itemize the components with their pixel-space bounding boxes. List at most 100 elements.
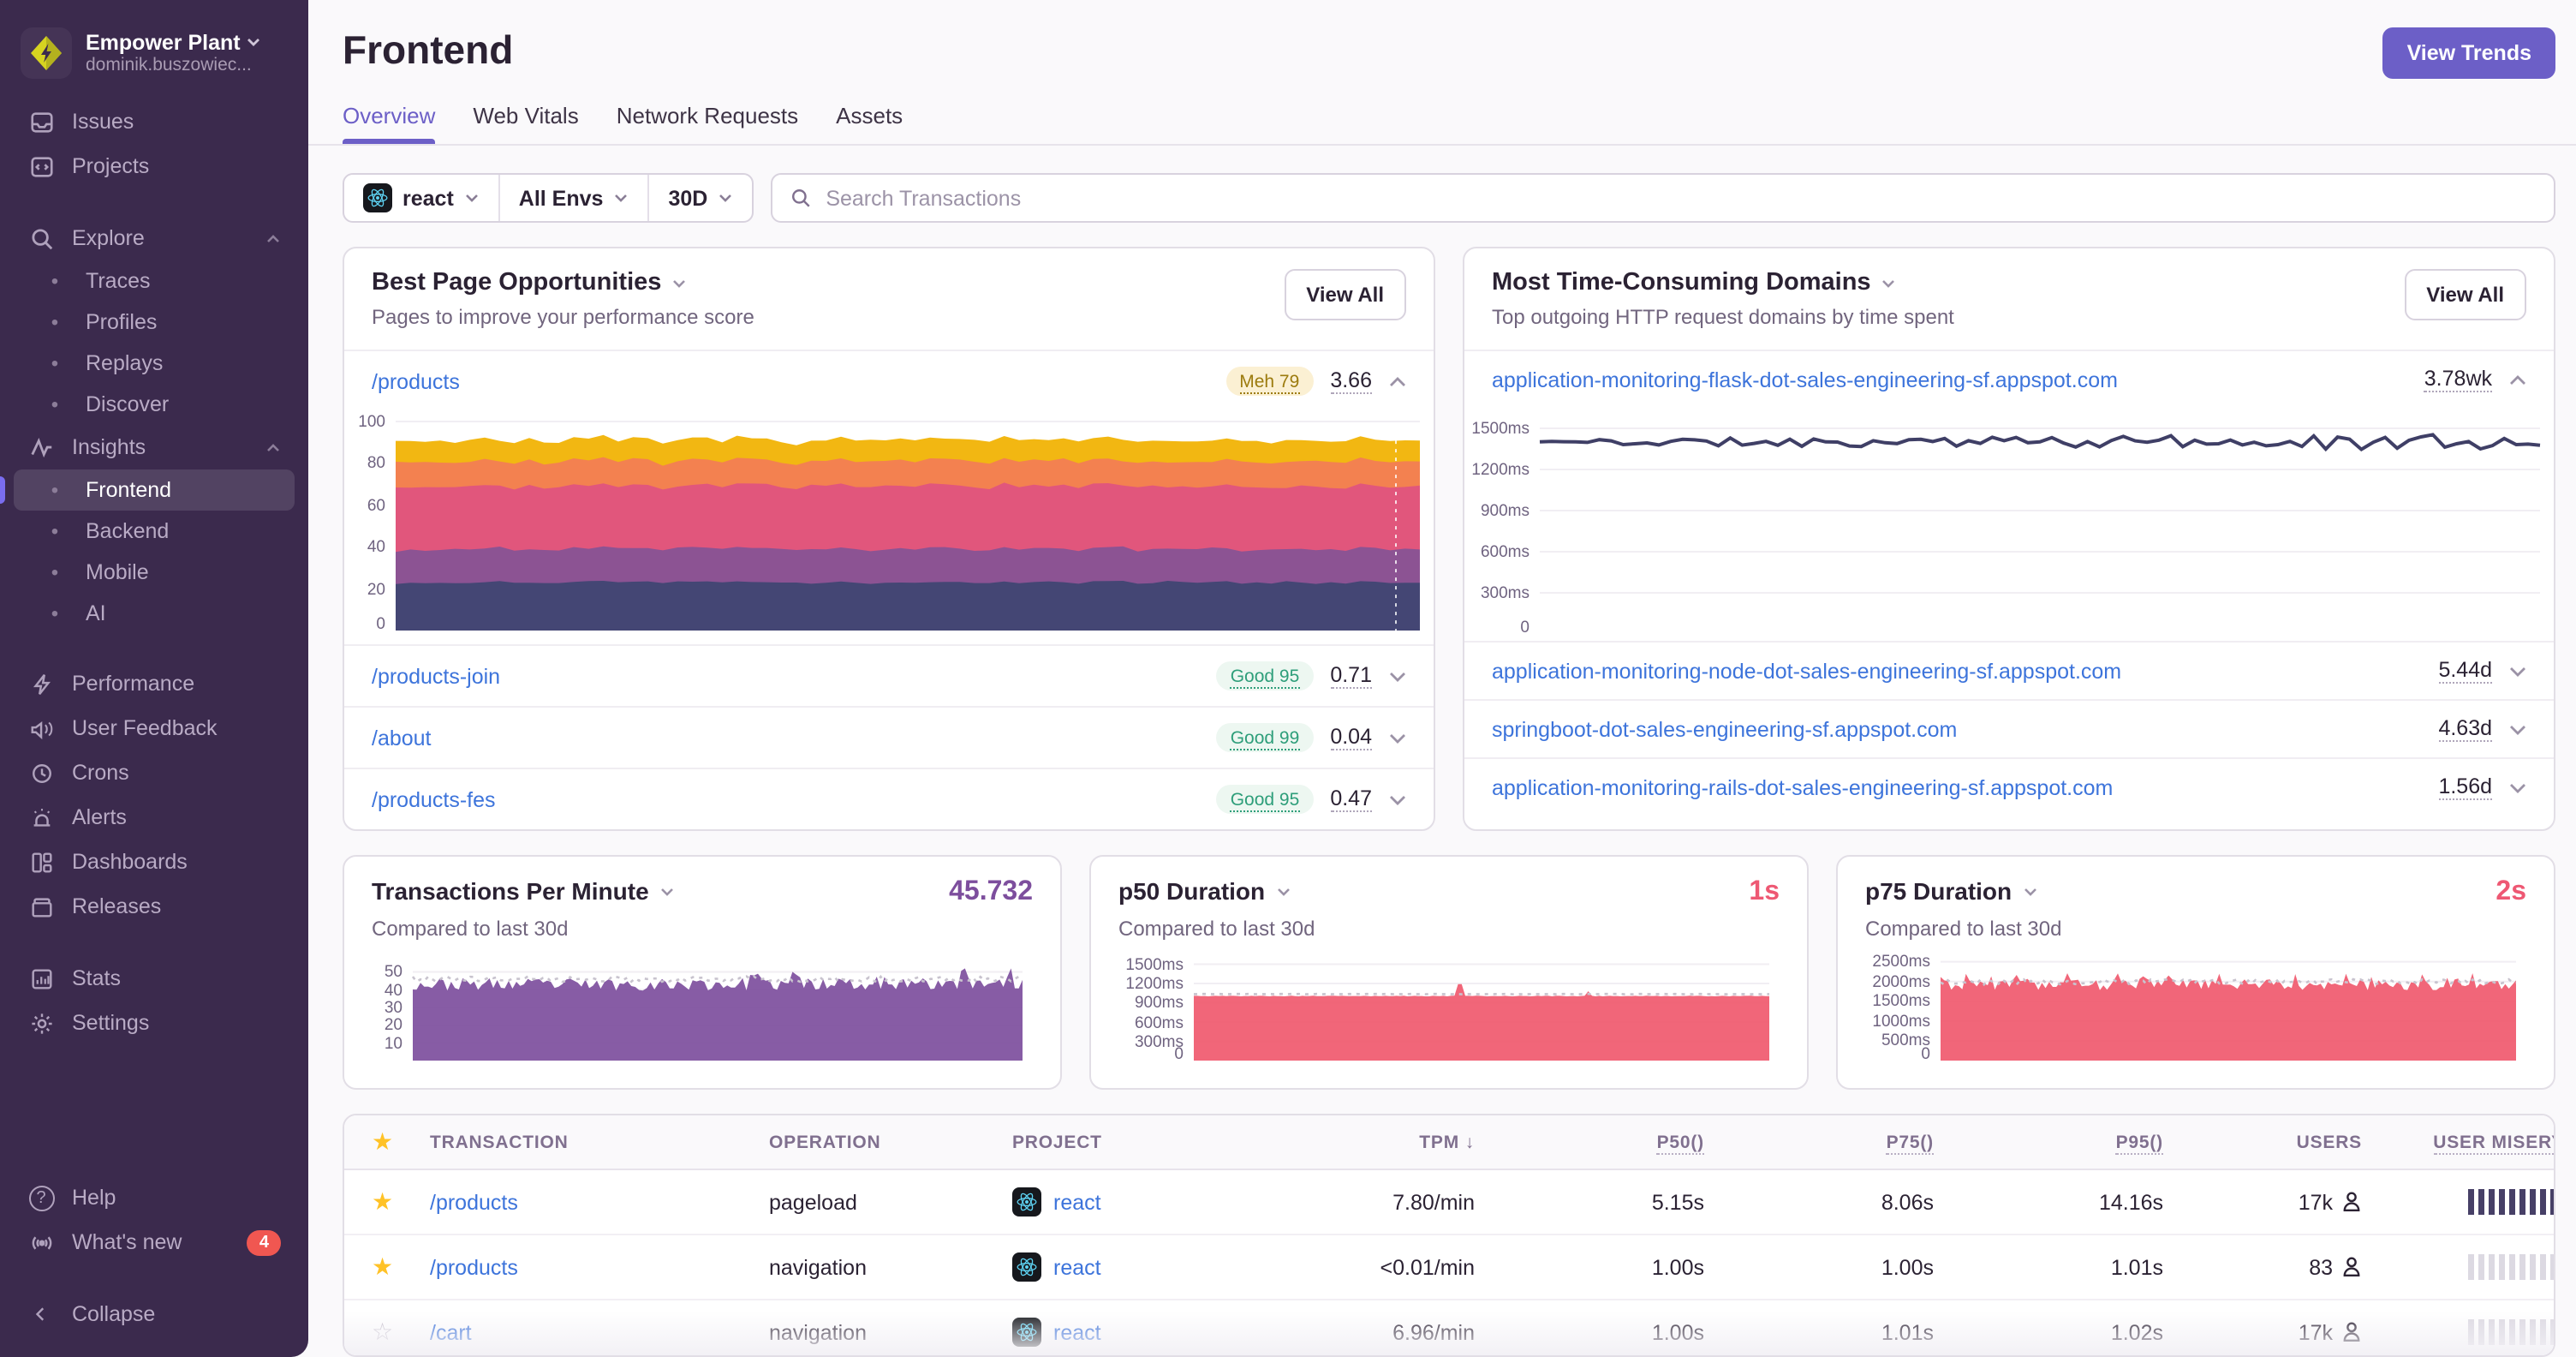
table-row[interactable]: ☆ /cart navigation react 6.96/min 1.00s …	[344, 1300, 2554, 1355]
p50-panel-title[interactable]: p50 Duration	[1118, 877, 1291, 905]
row-expand-chevron[interactable]	[2509, 724, 2526, 734]
transaction-link[interactable]: /products	[430, 1190, 518, 1214]
domain-link[interactable]: application-monitoring-node-dot-sales-en…	[1492, 659, 2122, 683]
sidebar-item-help[interactable]: ? Help	[14, 1175, 295, 1220]
star-toggle[interactable]: ☆	[372, 1318, 394, 1345]
transaction-link[interactable]: /cart	[430, 1320, 472, 1344]
domain-row[interactable]: springboot-dot-sales-engineering-sf.apps…	[1464, 699, 2554, 757]
sidebar-item-traces[interactable]: • Traces	[14, 260, 295, 302]
sidebar-group-explore[interactable]: Explore	[14, 216, 295, 260]
column-p50[interactable]: P50()	[1656, 1132, 1704, 1154]
tab-overview[interactable]: Overview	[343, 103, 436, 144]
sidebar-item-ai[interactable]: • AI	[14, 593, 295, 634]
sidebar-item-replays[interactable]: • Replays	[14, 343, 295, 384]
sidebar-item-whats-new[interactable]: What's new 4	[14, 1220, 295, 1264]
tpm-subtitle: Compared to last 30d	[372, 917, 569, 941]
tab-web-vitals[interactable]: Web Vitals	[473, 103, 579, 129]
org-switcher[interactable]: Empower Plant dominik.buszowiec...	[0, 17, 308, 99]
opportunity-score: 0.47	[1330, 786, 1372, 812]
sidebar-item-discover[interactable]: • Discover	[14, 384, 295, 425]
p75-panel-title[interactable]: p75 Duration	[1865, 877, 2037, 905]
project-link[interactable]: react	[1053, 1320, 1101, 1344]
column-transaction[interactable]: Transaction	[430, 1132, 569, 1152]
page-link[interactable]: /products	[372, 369, 460, 393]
row-expand-chevron[interactable]	[1389, 671, 1406, 681]
sidebar-item-stats[interactable]: Stats	[14, 956, 295, 1001]
performance-lightning-icon	[27, 670, 55, 697]
bullet-icon: •	[51, 269, 59, 293]
sidebar-item-user-feedback[interactable]: User Feedback	[14, 706, 295, 750]
row-expand-chevron[interactable]	[2509, 782, 2526, 792]
column-operation[interactable]: Operation	[769, 1132, 881, 1152]
table-row[interactable]: ★ /products navigation react <0.01/min 1…	[344, 1235, 2554, 1300]
bpo-view-all-button[interactable]: View All	[1284, 269, 1406, 320]
bpo-row[interactable]: /products-join Good 95 0.71	[344, 644, 1434, 706]
y-axis-tick: 0	[1174, 1045, 1184, 1064]
project-filter[interactable]: react	[344, 175, 498, 221]
sidebar-item-profiles[interactable]: • Profiles	[14, 302, 295, 343]
domain-row[interactable]: application-monitoring-flask-dot-sales-e…	[1464, 350, 2554, 408]
project-link[interactable]: react	[1053, 1190, 1101, 1214]
domain-row[interactable]: application-monitoring-node-dot-sales-en…	[1464, 641, 2554, 699]
domains-view-all-button[interactable]: View All	[2404, 269, 2526, 320]
sidebar-item-mobile[interactable]: • Mobile	[14, 552, 295, 593]
column-users[interactable]: Users	[2296, 1132, 2362, 1152]
sidebar-item-issues[interactable]: Issues	[14, 99, 295, 144]
sidebar-item-releases[interactable]: Releases	[14, 884, 295, 929]
domain-link[interactable]: application-monitoring-flask-dot-sales-e…	[1492, 368, 2118, 392]
bpo-panel-title[interactable]: Best Page Opportunities	[372, 269, 754, 296]
star-column-header-icon[interactable]: ★	[372, 1127, 394, 1155]
sidebar-item-label: What's new	[72, 1230, 182, 1254]
bullet-icon: •	[51, 601, 59, 625]
sidebar-item-label: Traces	[86, 269, 151, 293]
domain-link[interactable]: springboot-dot-sales-engineering-sf.apps…	[1492, 717, 1958, 741]
transaction-link[interactable]: /products	[430, 1255, 518, 1279]
sidebar-item-crons[interactable]: Crons	[14, 750, 295, 795]
y-axis-tick: 40	[384, 981, 402, 1001]
column-p95[interactable]: P95()	[2115, 1132, 2163, 1154]
bpo-row[interactable]: /products Meh 79 3.66	[344, 350, 1434, 411]
row-expand-chevron[interactable]	[1389, 732, 1406, 743]
sidebar-item-settings[interactable]: Settings	[14, 1001, 295, 1045]
star-toggle[interactable]: ★	[372, 1187, 394, 1215]
page-link[interactable]: /products-fes	[372, 787, 496, 811]
domains-panel-title[interactable]: Most Time-Consuming Domains	[1492, 269, 1954, 296]
search-transactions-input[interactable]	[826, 186, 2537, 210]
environment-filter[interactable]: All Envs	[498, 175, 648, 221]
column-p75[interactable]: P75()	[1886, 1132, 1934, 1154]
sidebar-item-alerts[interactable]: Alerts	[14, 795, 295, 840]
bpo-row[interactable]: /products-fes Good 95 0.47	[344, 768, 1434, 829]
sidebar-item-label: Backend	[86, 519, 170, 543]
p95-cell: 14.16s	[2098, 1190, 2163, 1214]
sidebar-item-backend[interactable]: • Backend	[14, 511, 295, 552]
org-user-email: dominik.buszowiec...	[86, 55, 252, 76]
sidebar-group-insights[interactable]: Insights	[14, 425, 295, 469]
p50-cell: 1.00s	[1651, 1320, 1704, 1344]
sidebar-item-frontend[interactable]: • Frontend	[0, 469, 295, 511]
sidebar-item-projects[interactable]: Projects	[14, 144, 295, 188]
sidebar-item-performance[interactable]: Performance	[14, 661, 295, 706]
tpm-panel-title[interactable]: Transactions Per Minute	[372, 877, 675, 905]
tab-assets[interactable]: Assets	[836, 103, 903, 129]
table-row[interactable]: ★ /products pageload react 7.80/min 5.15…	[344, 1170, 2554, 1235]
page-link[interactable]: /about	[372, 726, 432, 750]
row-expand-chevron[interactable]	[2509, 374, 2526, 385]
domain-row[interactable]: application-monitoring-rails-dot-sales-e…	[1464, 757, 2554, 816]
column-project[interactable]: Project	[1012, 1132, 1102, 1152]
row-expand-chevron[interactable]	[2509, 666, 2526, 676]
column-tpm-sorted[interactable]: TPM ↓	[1419, 1132, 1475, 1152]
view-trends-button[interactable]: View Trends	[2382, 27, 2555, 79]
domain-link[interactable]: application-monitoring-rails-dot-sales-e…	[1492, 775, 2114, 799]
date-range-filter[interactable]: 30D	[647, 175, 752, 221]
column-user-misery[interactable]: User Misery	[2433, 1132, 2554, 1154]
page-link[interactable]: /products-join	[372, 664, 501, 688]
y-axis-tick: 10	[384, 1034, 402, 1054]
sidebar-collapse-button[interactable]: Collapse	[14, 1292, 295, 1336]
tab-network-requests[interactable]: Network Requests	[616, 103, 799, 129]
row-expand-chevron[interactable]	[1389, 794, 1406, 804]
row-expand-chevron[interactable]	[1389, 376, 1406, 386]
sidebar-item-dashboards[interactable]: Dashboards	[14, 840, 295, 884]
star-toggle[interactable]: ★	[372, 1252, 394, 1280]
project-link[interactable]: react	[1053, 1255, 1101, 1279]
bpo-row[interactable]: /about Good 99 0.04	[344, 706, 1434, 768]
